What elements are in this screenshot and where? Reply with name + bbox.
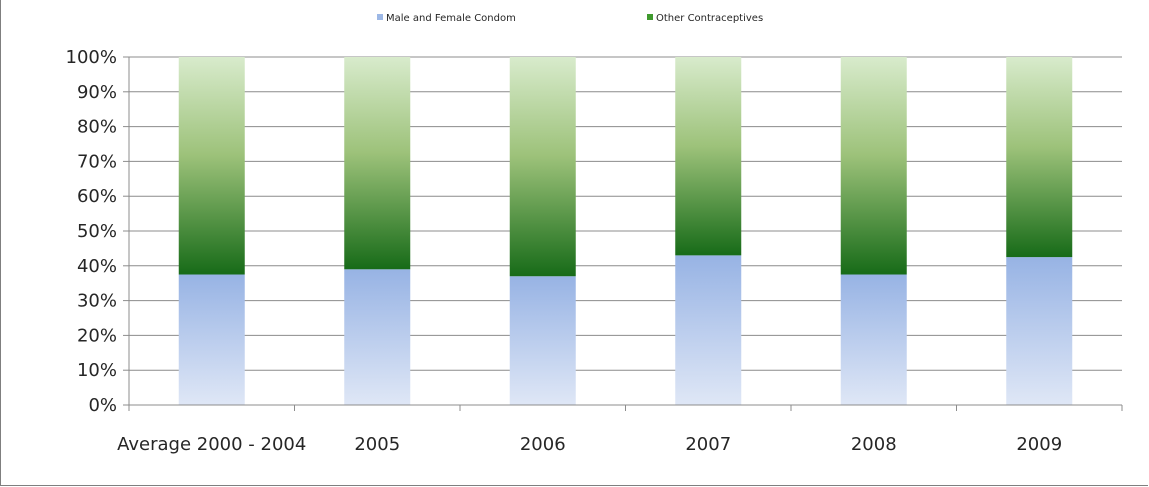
gridlines [129,56,1122,371]
legend-swatch [377,14,383,20]
x-tick-label: 2008 [851,434,897,455]
bar-other-contraceptives [509,57,576,277]
bar-other-contraceptives [344,57,411,270]
bar-condom [675,255,742,405]
bar-other-contraceptives [1006,57,1073,258]
bar-condom [344,269,411,405]
x-tick-label: 2007 [685,434,731,455]
bar-condom [1006,257,1073,405]
y-tick-label: 70% [77,151,117,172]
axes [123,56,1123,411]
x-tick-label: 2006 [520,434,566,455]
bar-other-contraceptives [840,57,907,275]
x-tick-label: 2009 [1016,434,1062,455]
y-tick-label: 30% [77,291,117,312]
y-tick-label: 20% [77,325,117,346]
y-tick-label: 50% [77,221,117,242]
y-tick-label: 10% [77,360,117,381]
y-tick-label: 90% [77,82,117,103]
y-tick-label: 80% [77,117,117,138]
y-tick-labels: 0% 10% 20% 30% 40% 50% 60% 70% 80% 90% 100% [66,47,117,416]
x-tick-label: 2005 [354,434,400,455]
legend-swatch [647,14,653,20]
bar-condom [509,276,576,405]
bar-condom [840,274,907,405]
x-tick-label: Average 2000 - 2004 [117,434,306,455]
legend-label: Male and Female Condom [386,13,516,24]
legend: Male and Female Condom Other Contraceptiv… [377,13,763,24]
x-tick-labels: Average 2000 - 2004 2005 2006 2007 2008 2009 [117,434,1062,455]
bar-other-contraceptives [675,57,742,256]
bars [178,57,1073,405]
y-tick-label: 40% [77,256,117,277]
y-tick-label: 0% [88,395,117,416]
bar-condom [178,274,245,405]
y-tick-label: 100% [66,47,117,68]
bar-other-contraceptives [178,57,245,275]
legend-label: Other Contraceptives [656,13,763,24]
y-tick-label: 60% [77,186,117,207]
